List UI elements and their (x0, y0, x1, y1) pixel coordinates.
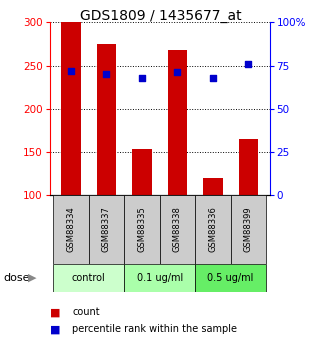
Point (139, 75, 144, 80)
Text: ■: ■ (50, 307, 60, 317)
Text: 0.5 ug/ml: 0.5 ug/ml (207, 273, 254, 283)
Point (68, 68, 74, 73)
Text: GDS1809 / 1435677_at: GDS1809 / 1435677_at (80, 9, 241, 23)
Bar (132, 149, 152, 195)
Bar (195, 195, 230, 264)
Bar (203, 178, 223, 195)
Text: dose: dose (3, 273, 30, 283)
Text: ▶: ▶ (28, 273, 36, 283)
Text: GSM88337: GSM88337 (102, 207, 111, 252)
Text: GSM88336: GSM88336 (208, 207, 217, 252)
Text: GSM88334: GSM88334 (66, 207, 75, 252)
Bar (160, 195, 195, 264)
Text: 0.1 ug/ml: 0.1 ug/ml (136, 273, 183, 283)
Text: percentile rank within the sample: percentile rank within the sample (72, 325, 237, 334)
Bar (61, 22, 81, 195)
Bar (230, 195, 266, 264)
Text: ■: ■ (50, 325, 60, 334)
Text: GSM88335: GSM88335 (137, 207, 146, 252)
Text: control: control (72, 273, 106, 283)
Point (104, 71, 109, 77)
Bar (239, 139, 258, 195)
Bar (124, 195, 160, 264)
Text: GSM88338: GSM88338 (173, 207, 182, 252)
Bar (53, 264, 124, 292)
Bar (53, 195, 89, 264)
Text: count: count (72, 307, 100, 317)
Bar (124, 264, 195, 292)
Point (175, 70, 180, 75)
Bar (195, 264, 266, 292)
Text: GSM88399: GSM88399 (244, 207, 253, 252)
Point (246, 61, 251, 67)
Bar (97, 44, 116, 195)
Bar (89, 195, 124, 264)
Point (210, 75, 215, 80)
Bar (168, 50, 187, 195)
